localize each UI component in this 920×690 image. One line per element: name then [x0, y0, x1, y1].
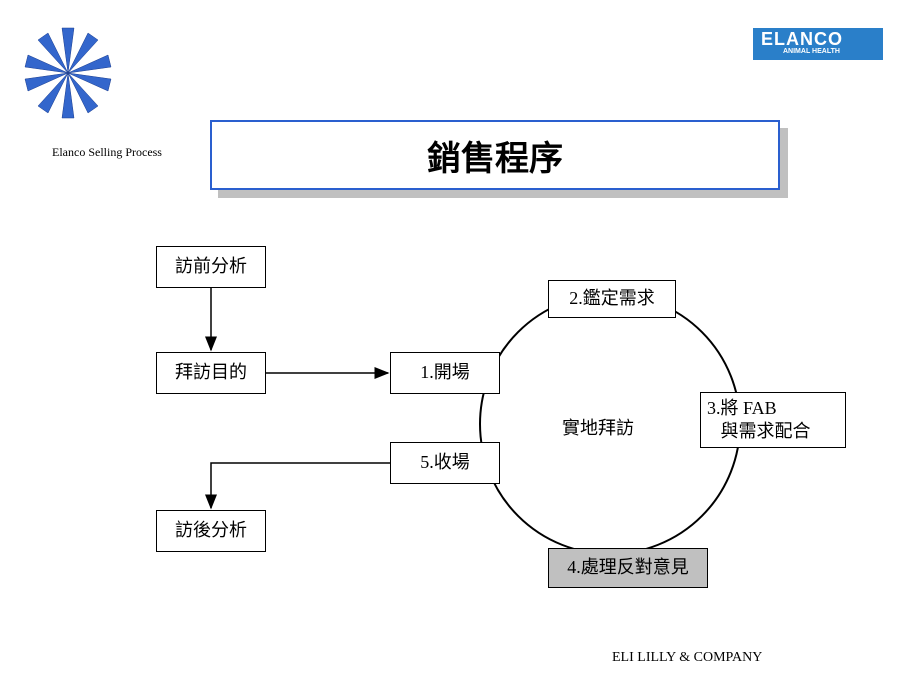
node-objection: 4.處理反對意見	[548, 548, 708, 588]
node-visit-purpose: 拜訪目的	[156, 352, 266, 394]
node-close: 5.收場	[390, 442, 500, 484]
footer-text: ELI LILLY & COMPANY	[612, 650, 762, 666]
brand-sub-text: ANIMAL HEALTH	[783, 48, 875, 55]
brand-logo: ELANCO ANIMAL HEALTH	[753, 28, 883, 60]
node-fab: 3.將 FAB 與需求配合	[700, 392, 846, 448]
page-title: 銷售程序	[210, 120, 780, 190]
logo-star	[18, 18, 118, 128]
node-identify-need: 2.鑑定需求	[548, 280, 676, 318]
node-post-analysis: 訪後分析	[156, 510, 266, 552]
brand-main-text: ELANCO	[761, 30, 875, 48]
node-pre-analysis: 訪前分析	[156, 246, 266, 288]
center-label: 實地拜訪	[562, 414, 634, 440]
logo-subtitle: Elanco Selling Process	[52, 145, 162, 160]
flow-overlay	[0, 0, 920, 690]
node-open: 1.開場	[390, 352, 500, 394]
